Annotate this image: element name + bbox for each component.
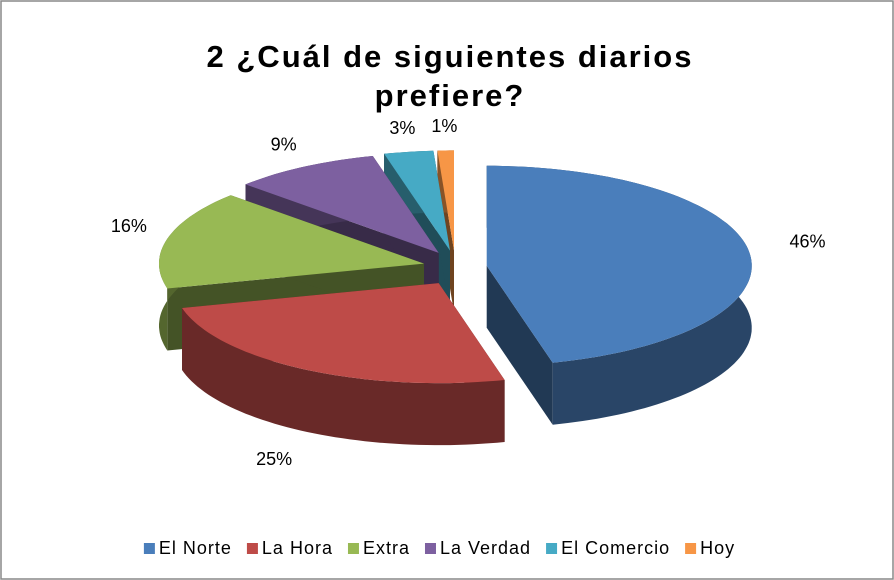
- legend-swatch: [347, 543, 359, 554]
- slice-top: [486, 165, 752, 363]
- legend-swatch: [546, 543, 558, 554]
- legend: El Norte La Hora Extra La Verdad El Comercio…: [143, 538, 735, 558]
- slice-top: [159, 195, 424, 289]
- legend-swatch: [143, 543, 155, 554]
- slice-top: [384, 150, 450, 251]
- legend-label: El Comercio: [561, 538, 670, 558]
- slice-side: [182, 308, 505, 446]
- legend-label: Extra: [363, 538, 410, 558]
- legend-swatch: [685, 543, 697, 554]
- chart-title: 2 ¿Cuál de siguientes diarios prefiere?: [206, 39, 694, 113]
- slice-side: [486, 265, 553, 425]
- legend-label: El Norte: [159, 538, 232, 558]
- legend-swatch: [246, 543, 258, 554]
- data-label: 1%: [431, 116, 457, 136]
- slice: [182, 283, 505, 446]
- data-label: 16%: [111, 216, 147, 236]
- data-label: 46%: [789, 231, 825, 251]
- pie: 46% 25% 16% 9% 3% 1%: [111, 116, 826, 469]
- slice-top: [245, 156, 439, 253]
- slice: [486, 165, 752, 425]
- slice-top: [182, 283, 505, 384]
- data-label: 25%: [256, 449, 292, 469]
- data-label: 9%: [271, 135, 297, 155]
- legend-label: La Hora: [262, 538, 333, 558]
- data-label: 3%: [389, 118, 415, 138]
- slice-top: [437, 150, 454, 251]
- legend-swatch: [424, 543, 436, 554]
- legend-label: La Verdad: [440, 538, 531, 558]
- legend-label: Hoy: [700, 538, 735, 558]
